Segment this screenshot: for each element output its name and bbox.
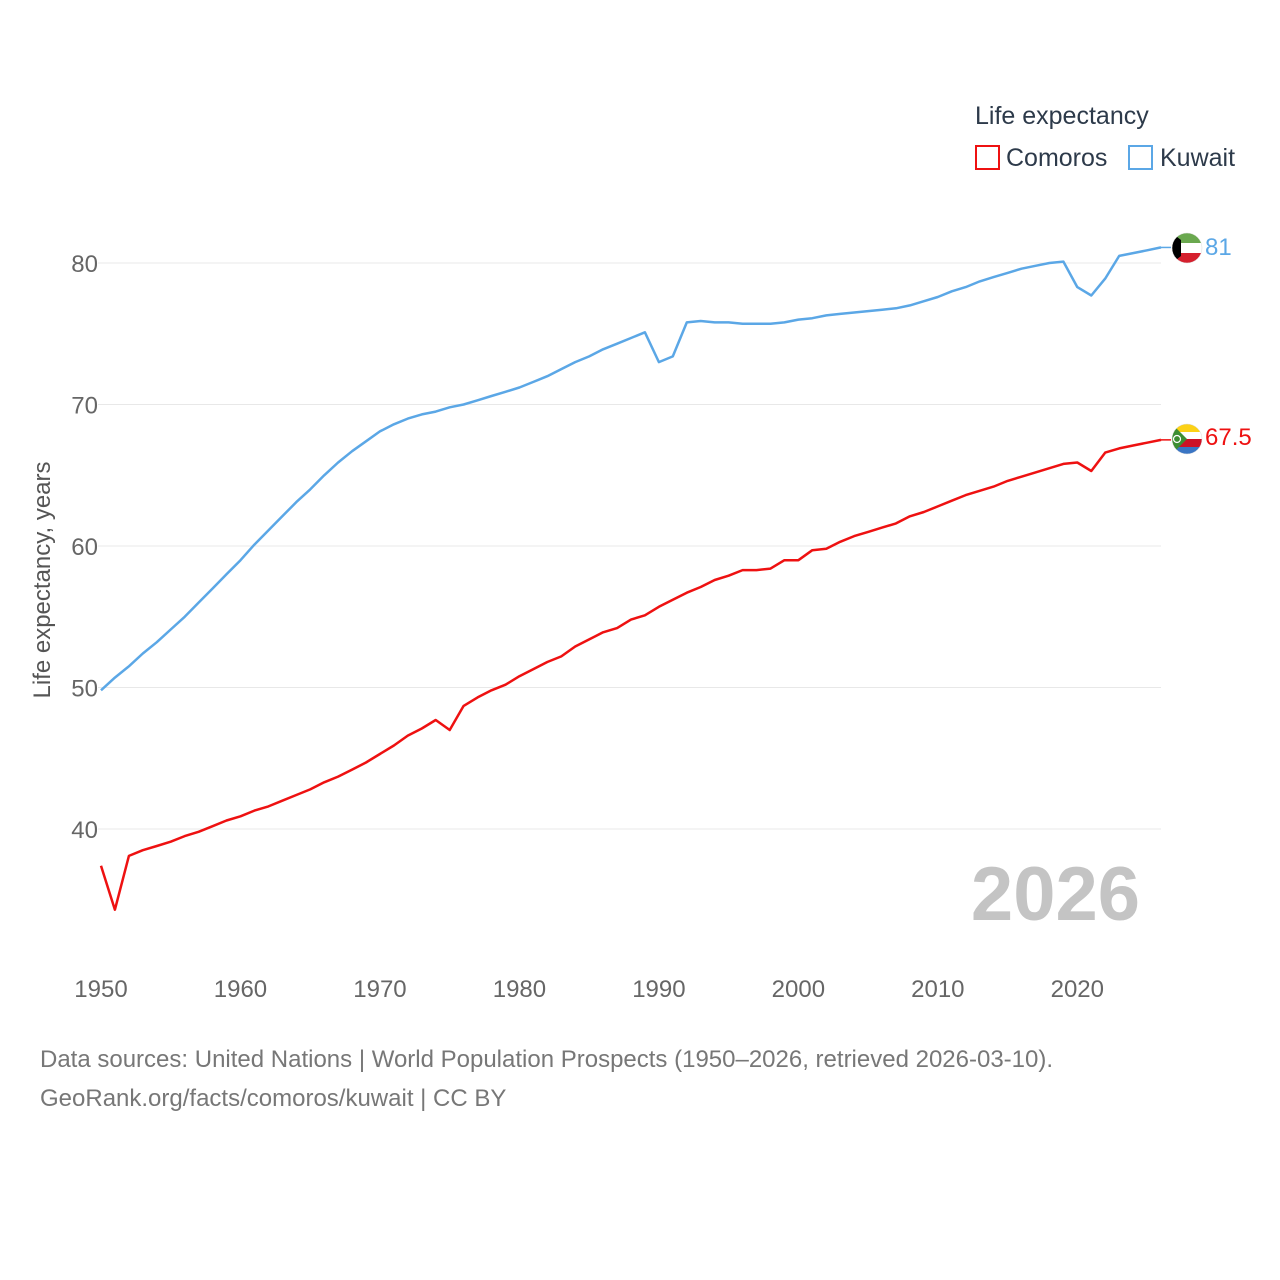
y-tick-label: 50 [71, 676, 98, 703]
year-watermark: 2026 [971, 852, 1140, 937]
legend-swatch-kuwait[interactable] [1128, 145, 1153, 170]
x-tick-label: 2000 [772, 976, 825, 1003]
x-tick-label: 1980 [493, 976, 546, 1003]
legend-swatch-comoros[interactable] [975, 145, 1000, 170]
x-tick-label: 1960 [214, 976, 267, 1003]
x-tick-label: 1990 [632, 976, 685, 1003]
legend-label-comoros[interactable]: Comoros [1006, 144, 1107, 172]
legend-label-kuwait[interactable]: Kuwait [1160, 144, 1235, 172]
gridlines [98, 262, 1161, 830]
data-source-note: Data sources: United Nations | World Pop… [40, 1046, 1054, 1073]
y-tick-label: 70 [71, 393, 98, 420]
y-axis-ticks: 40 50 60 70 80 [71, 251, 98, 844]
x-axis-ticks: 1950 1960 1970 1980 1990 2000 2010 2020 [74, 976, 1104, 1003]
x-tick-label: 2010 [911, 976, 964, 1003]
series-line-comoros[interactable] [99, 438, 1162, 911]
y-tick-label: 80 [71, 251, 98, 278]
end-value-comoros: 67.5 [1205, 424, 1252, 451]
x-tick-label: 1970 [353, 976, 406, 1003]
series-line-kuwait[interactable] [100, 246, 1162, 692]
y-tick-label: 40 [71, 817, 98, 844]
x-tick-label: 1950 [74, 976, 127, 1003]
end-value-kuwait: 81 [1205, 234, 1232, 261]
x-tick-label: 2020 [1051, 976, 1104, 1003]
y-axis-label: Life expectancy, years [29, 461, 56, 698]
y-tick-label: 60 [71, 534, 98, 561]
comoros-flag-icon [1172, 424, 1202, 454]
source-link[interactable]: GeoRank.org/facts/comoros/kuwait | CC BY [40, 1085, 507, 1112]
legend-title: Life expectancy [975, 102, 1149, 130]
legend: Life expectancy Comoros Kuwait [975, 102, 1235, 172]
series-lines [99, 246, 1171, 911]
